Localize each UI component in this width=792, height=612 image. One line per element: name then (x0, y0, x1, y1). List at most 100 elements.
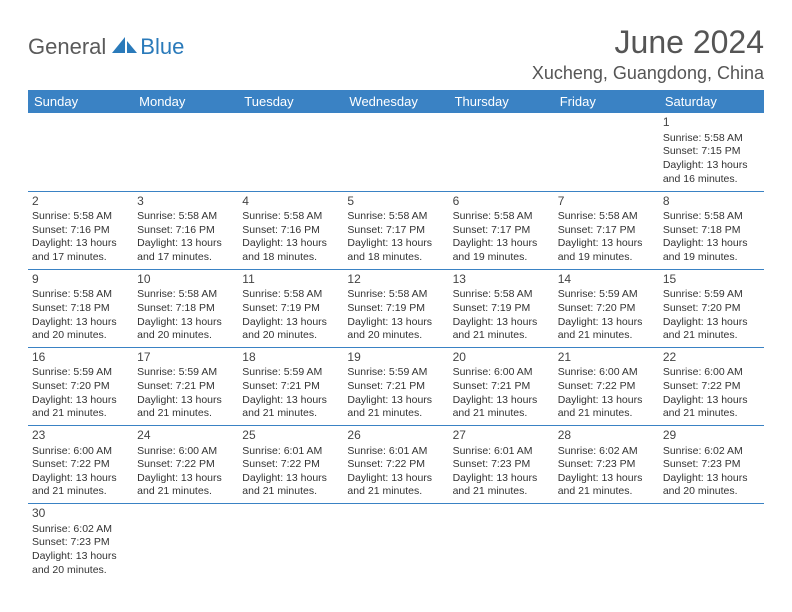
sunset-line: Sunset: 7:21 PM (242, 380, 339, 394)
sunset-line: Sunset: 7:22 PM (558, 380, 655, 394)
sunset-line: Sunset: 7:20 PM (663, 302, 760, 316)
calendar-cell: 17Sunrise: 5:59 AMSunset: 7:21 PMDayligh… (133, 347, 238, 425)
day-header: Sunday (28, 90, 133, 113)
sunrise-line: Sunrise: 6:00 AM (32, 445, 129, 459)
daylight-line-1: Daylight: 13 hours (347, 316, 444, 330)
day-number: 5 (347, 194, 444, 210)
daylight-line-2: and 21 minutes. (347, 407, 444, 421)
day-number: 25 (242, 428, 339, 444)
calendar-cell: 8Sunrise: 5:58 AMSunset: 7:18 PMDaylight… (659, 191, 764, 269)
day-number: 15 (663, 272, 760, 288)
daylight-line-2: and 21 minutes. (558, 329, 655, 343)
sunset-line: Sunset: 7:23 PM (663, 458, 760, 472)
day-header: Saturday (659, 90, 764, 113)
daylight-line-1: Daylight: 13 hours (663, 472, 760, 486)
sunrise-line: Sunrise: 5:58 AM (242, 288, 339, 302)
sunrise-line: Sunrise: 5:58 AM (558, 210, 655, 224)
day-number: 12 (347, 272, 444, 288)
daylight-line-1: Daylight: 13 hours (453, 237, 550, 251)
sunset-line: Sunset: 7:22 PM (32, 458, 129, 472)
calendar-cell: 3Sunrise: 5:58 AMSunset: 7:16 PMDaylight… (133, 191, 238, 269)
sunset-line: Sunset: 7:19 PM (347, 302, 444, 316)
daylight-line-2: and 21 minutes. (663, 329, 760, 343)
sunset-line: Sunset: 7:18 PM (32, 302, 129, 316)
sunrise-line: Sunrise: 5:58 AM (137, 210, 234, 224)
calendar-cell: 13Sunrise: 5:58 AMSunset: 7:19 PMDayligh… (449, 269, 554, 347)
daylight-line-2: and 21 minutes. (347, 485, 444, 499)
sunrise-line: Sunrise: 5:58 AM (137, 288, 234, 302)
day-number: 20 (453, 350, 550, 366)
day-number: 1 (663, 115, 760, 131)
calendar-cell: 20Sunrise: 6:00 AMSunset: 7:21 PMDayligh… (449, 347, 554, 425)
sunset-line: Sunset: 7:23 PM (453, 458, 550, 472)
sunset-line: Sunset: 7:16 PM (242, 224, 339, 238)
day-number: 8 (663, 194, 760, 210)
daylight-line-2: and 19 minutes. (663, 251, 760, 265)
sunrise-line: Sunrise: 5:58 AM (242, 210, 339, 224)
calendar-cell: 25Sunrise: 6:01 AMSunset: 7:22 PMDayligh… (238, 425, 343, 503)
sunrise-line: Sunrise: 6:00 AM (137, 445, 234, 459)
sunset-line: Sunset: 7:15 PM (663, 145, 760, 159)
sunrise-line: Sunrise: 5:59 AM (347, 366, 444, 380)
sunrise-line: Sunrise: 5:59 AM (137, 366, 234, 380)
day-number: 17 (137, 350, 234, 366)
day-number: 7 (558, 194, 655, 210)
sunrise-line: Sunrise: 6:00 AM (663, 366, 760, 380)
month-title: June 2024 (532, 24, 764, 61)
sunrise-line: Sunrise: 5:59 AM (663, 288, 760, 302)
sunset-line: Sunset: 7:16 PM (32, 224, 129, 238)
daylight-line-2: and 20 minutes. (32, 329, 129, 343)
sunrise-line: Sunrise: 5:58 AM (453, 210, 550, 224)
sunrise-line: Sunrise: 6:02 AM (558, 445, 655, 459)
sunset-line: Sunset: 7:17 PM (558, 224, 655, 238)
day-number: 22 (663, 350, 760, 366)
daylight-line-1: Daylight: 13 hours (663, 237, 760, 251)
calendar-body: 1 Sunrise: 5:58 AM Sunset: 7:15 PM Daylight… (28, 113, 764, 582)
sunrise-line: Sunrise: 5:59 AM (32, 366, 129, 380)
sunset-line: Sunset: 7:21 PM (347, 380, 444, 394)
calendar-cell (554, 113, 659, 191)
sunrise-line: Sunrise: 5:58 AM (347, 288, 444, 302)
day-number: 24 (137, 428, 234, 444)
day-number: 6 (453, 194, 550, 210)
calendar-cell (28, 113, 133, 191)
logo: General Blue (28, 24, 184, 60)
title-block: June 2024 Xucheng, Guangdong, China (532, 24, 764, 84)
day-number: 23 (32, 428, 129, 444)
sunrise-line: Sunrise: 6:01 AM (453, 445, 550, 459)
sunrise-line: Sunrise: 6:00 AM (558, 366, 655, 380)
day-number: 2 (32, 194, 129, 210)
daylight-line-2: and 21 minutes. (558, 407, 655, 421)
logo-sail-icon (112, 35, 138, 60)
calendar-cell (238, 113, 343, 191)
calendar-cell: 1Sunrise: 5:58 AMSunset: 7:15 PMDaylight… (659, 113, 764, 191)
sunset-line: Sunset: 7:22 PM (137, 458, 234, 472)
calendar-cell: 23Sunrise: 6:00 AMSunset: 7:22 PMDayligh… (28, 425, 133, 503)
sunrise-line: Sunrise: 5:58 AM (347, 210, 444, 224)
day-number: 19 (347, 350, 444, 366)
daylight-line-1: Daylight: 13 hours (347, 472, 444, 486)
calendar-cell: 28Sunrise: 6:02 AMSunset: 7:23 PMDayligh… (554, 425, 659, 503)
daylight-line-1: Daylight: 13 hours (347, 237, 444, 251)
calendar-cell (449, 504, 554, 582)
daylight-line-1: Daylight: 13 hours (32, 550, 129, 564)
calendar-cell (659, 504, 764, 582)
daylight-line-1: Daylight: 13 hours (242, 237, 339, 251)
calendar-cell (133, 504, 238, 582)
calendar-cell: 14Sunrise: 5:59 AMSunset: 7:20 PMDayligh… (554, 269, 659, 347)
sunrise-line: Sunrise: 6:01 AM (242, 445, 339, 459)
day-number: 4 (242, 194, 339, 210)
daylight-line-2: and 20 minutes. (137, 329, 234, 343)
daylight-line-1: Daylight: 13 hours (558, 237, 655, 251)
daylight-line-2: and 21 minutes. (32, 407, 129, 421)
calendar-cell: 27Sunrise: 6:01 AMSunset: 7:23 PMDayligh… (449, 425, 554, 503)
sunset-line: Sunset: 7:22 PM (663, 380, 760, 394)
sunset-line: Sunset: 7:19 PM (242, 302, 339, 316)
sunset-line: Sunset: 7:21 PM (453, 380, 550, 394)
daylight-line-1: Daylight: 13 hours (453, 394, 550, 408)
daylight-line-1: Daylight: 13 hours (663, 316, 760, 330)
calendar-cell: 10Sunrise: 5:58 AMSunset: 7:18 PMDayligh… (133, 269, 238, 347)
calendar-cell (449, 113, 554, 191)
day-number: 9 (32, 272, 129, 288)
daylight-line-1: Daylight: 13 hours (663, 394, 760, 408)
